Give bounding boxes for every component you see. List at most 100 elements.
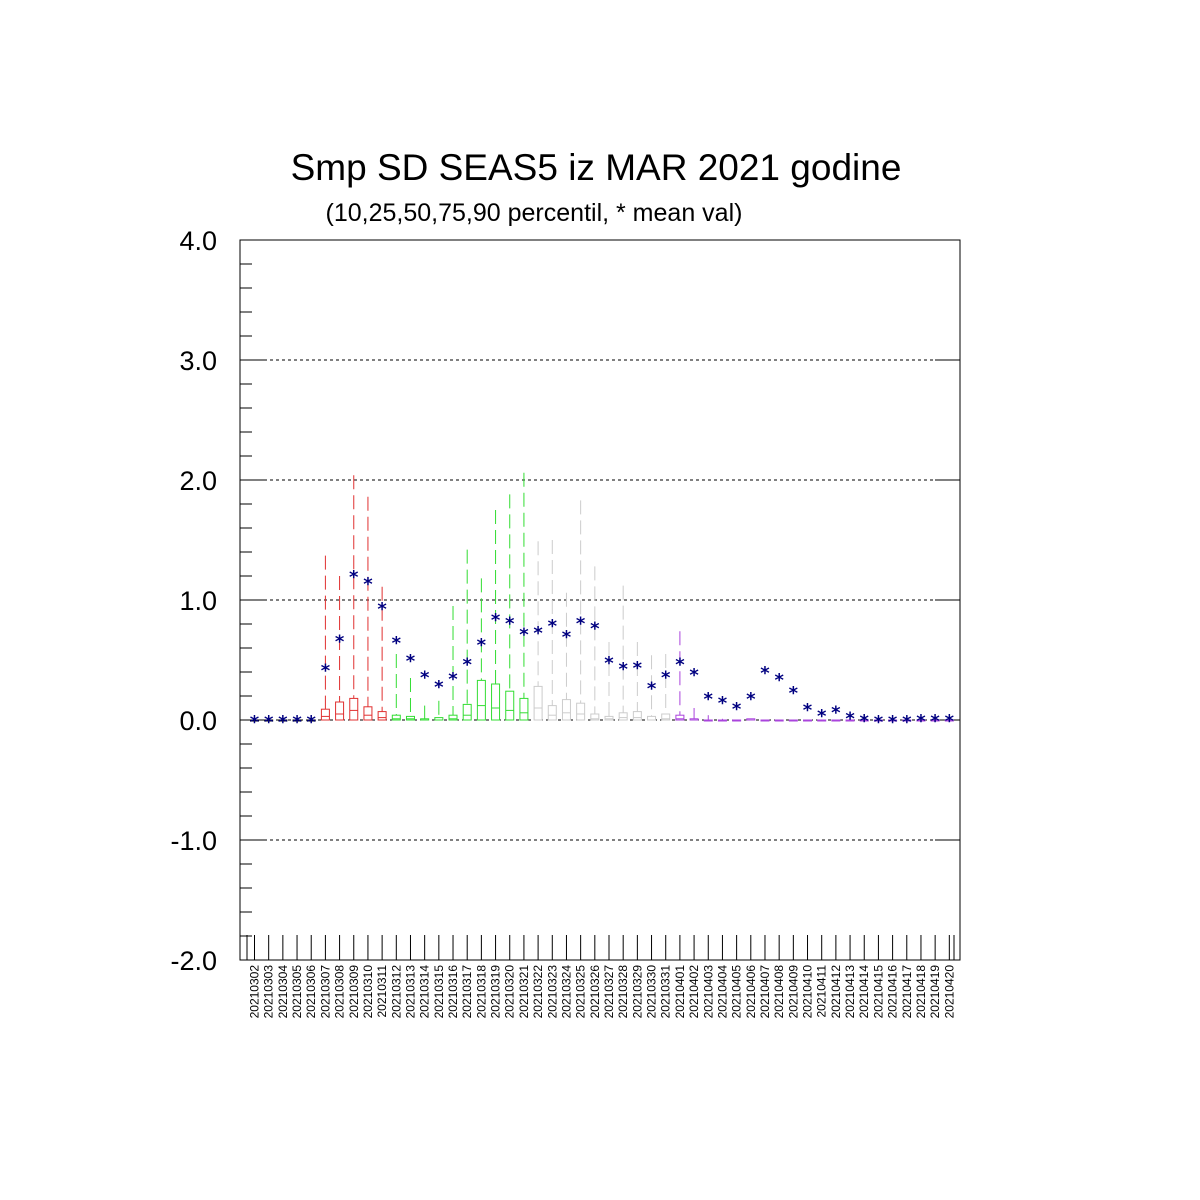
plot-frame (239, 239, 961, 961)
mean-marker: * (760, 663, 770, 684)
mean-marker: * (335, 632, 345, 653)
x-axis: 20210302 20210303 20210304 20210305 20210306… (246, 935, 956, 1019)
mean-marker: * (307, 712, 317, 733)
y-tick-label: 1.0 (179, 586, 217, 616)
x-tick-label: 20210416 (886, 965, 900, 1019)
gridlines (240, 239, 960, 841)
box (491, 683, 501, 721)
x-tick-label: 20210314 (418, 965, 432, 1019)
box (335, 701, 345, 721)
mean-marker: * (420, 668, 430, 689)
x-tick-label: 20210321 (517, 965, 531, 1019)
mean-marker: * (377, 599, 387, 620)
mean-marker: * (321, 660, 331, 681)
x-tick-label: 20210410 (801, 965, 815, 1019)
mean-marker: * (860, 711, 870, 732)
chart-title: Smp SD SEAS5 iz MAR 2021 godine (291, 147, 902, 188)
box (661, 713, 671, 721)
x-tick-label: 20210315 (432, 965, 446, 1019)
mean-marker: * (392, 633, 402, 654)
x-tick-label: 20210329 (630, 965, 644, 1019)
mean-marker: * (576, 614, 586, 635)
mean-marker: * (533, 623, 543, 644)
mean-marker: * (434, 677, 444, 698)
mean-marker: * (590, 618, 600, 639)
x-tick-label: 20210414 (857, 965, 871, 1019)
x-tick-label: 20210409 (786, 965, 800, 1019)
mean-marker: * (902, 712, 912, 733)
x-tick-label: 20210413 (843, 965, 857, 1019)
x-tick-label: 20210405 (730, 965, 744, 1019)
mean-marker: * (874, 712, 884, 733)
mean-marker: * (519, 624, 529, 645)
mean-marker: * (406, 651, 416, 672)
chart-subtitle: (10,25,50,75,90 percentil, * mean val) (326, 199, 743, 227)
mean-marker: * (618, 659, 628, 680)
x-tick-label: 20210402 (687, 965, 701, 1019)
y-tick-label: 4.0 (179, 226, 217, 256)
y-tick-label: 2.0 (179, 466, 217, 496)
mean-marker: * (803, 700, 813, 721)
box (647, 715, 657, 721)
mean-marker: * (888, 712, 898, 733)
box (405, 715, 415, 721)
mean-marker: * (945, 711, 955, 732)
box (320, 708, 330, 721)
mean-marker: * (732, 699, 742, 720)
x-tick-label: 20210313 (403, 965, 417, 1019)
x-tick-label: 20210305 (290, 965, 304, 1019)
mean-marker: * (704, 689, 714, 710)
x-tick-label: 20210307 (318, 965, 332, 1019)
box (632, 711, 642, 721)
x-tick-label: 20210309 (347, 965, 361, 1019)
box (576, 702, 586, 721)
mean-marker: * (491, 610, 501, 631)
box (476, 679, 486, 721)
box (675, 714, 685, 721)
x-tick-label: 20210302 (248, 965, 262, 1019)
mean-marker: * (675, 654, 685, 675)
mean-marker: * (689, 665, 699, 686)
mean-marker: * (774, 670, 784, 691)
x-tick-label: 20210306 (304, 965, 318, 1019)
mean-marker: * (930, 711, 940, 732)
mean-marker: * (916, 711, 926, 732)
mean-marker: * (278, 712, 288, 733)
x-tick-label: 20210403 (701, 965, 715, 1019)
x-tick-label: 20210322 (531, 965, 545, 1019)
mean-marker: * (462, 654, 472, 675)
mean-marker: * (661, 668, 671, 689)
x-tick-label: 20210331 (659, 965, 673, 1019)
x-tick-label: 20210303 (262, 965, 276, 1019)
y-tick-label: -1.0 (170, 826, 217, 856)
box (391, 714, 401, 721)
box (448, 714, 458, 721)
x-tick-label: 20210415 (871, 965, 885, 1019)
x-tick-label: 20210401 (673, 965, 687, 1019)
x-tick-label: 20210323 (545, 965, 559, 1019)
y-axis: -2.0 -1.0 0.0 1.0 2.0 3.0 4.0 (170, 226, 960, 976)
x-tick-label: 20210324 (559, 965, 573, 1019)
x-tick-label: 20210311 (375, 965, 389, 1018)
box (618, 712, 628, 721)
x-tick-label: 20210310 (361, 965, 375, 1019)
box (533, 685, 543, 721)
box (505, 690, 515, 721)
x-tick-label: 20210304 (276, 965, 290, 1019)
x-tick-label: 20210328 (616, 965, 630, 1019)
mean-markers: * * * * **** ***** * **** ** * *** ** * ****** * * ** ***… (250, 567, 955, 733)
y-tick-label: -2.0 (170, 946, 217, 976)
box (462, 703, 472, 721)
y-tick-label: 0.0 (179, 706, 217, 736)
mean-marker: * (604, 653, 614, 674)
y-tick-label: 3.0 (179, 346, 217, 376)
mean-marker: * (831, 702, 841, 723)
box-plots (250, 472, 954, 722)
x-tick-label: 20210320 (503, 965, 517, 1019)
x-tick-label: 20210404 (715, 965, 729, 1019)
mean-marker: * (789, 683, 799, 704)
mean-marker: * (349, 567, 359, 588)
mean-marker: * (817, 706, 827, 727)
x-tick-label: 20210312 (389, 965, 403, 1019)
